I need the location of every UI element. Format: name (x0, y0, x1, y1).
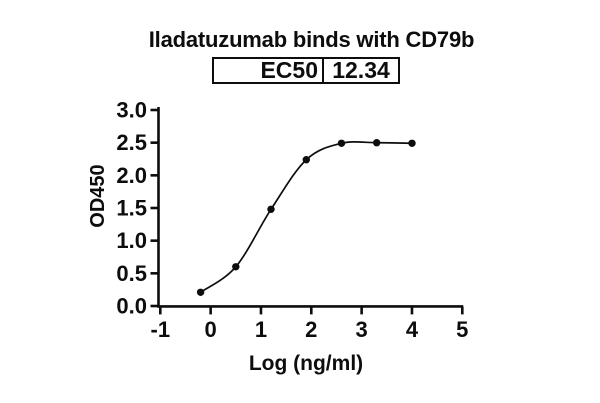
data-point (337, 139, 346, 147)
x-tick-label: -1 (151, 317, 171, 342)
x-tick-label: 4 (406, 317, 419, 342)
x-axis-title: Log (ng/ml) (249, 352, 363, 375)
ec50-table: EC50 12.34 (212, 57, 400, 84)
data-point (302, 156, 310, 164)
y-axis-title: OD450 (87, 164, 109, 227)
data-point (267, 205, 275, 213)
ec50-label-cell: EC50 (214, 59, 324, 82)
y-tick-label: 3.0 (116, 98, 147, 123)
data-point (232, 263, 240, 271)
x-tick-label: 1 (255, 317, 267, 342)
y-tick-label: 1.0 (116, 228, 147, 253)
y-tick-label: 2.0 (116, 163, 147, 188)
y-tick-label: 2.5 (116, 130, 147, 155)
dose-response-curve (200, 141, 413, 293)
y-tick-label: 0.5 (116, 261, 147, 286)
y-tick-label: 1.5 (116, 196, 147, 221)
x-tick-label: 2 (305, 317, 317, 342)
ec50-value-cell: 12.34 (332, 57, 390, 83)
data-point (408, 139, 416, 147)
y-tick-label: 0.0 (116, 294, 147, 319)
data-point (373, 139, 381, 147)
x-tick-label: 0 (205, 317, 217, 342)
data-point (196, 288, 205, 296)
x-tick-label: 5 (456, 317, 468, 342)
x-tick-label: 3 (356, 317, 368, 342)
chart-title: Iladatuzumab binds with CD79b (148, 27, 475, 52)
plot-area: 0.0 0.5 1.0 1.5 2.0 2.5 3.0 -1 0 1 2 3 4 5 (116, 98, 468, 343)
